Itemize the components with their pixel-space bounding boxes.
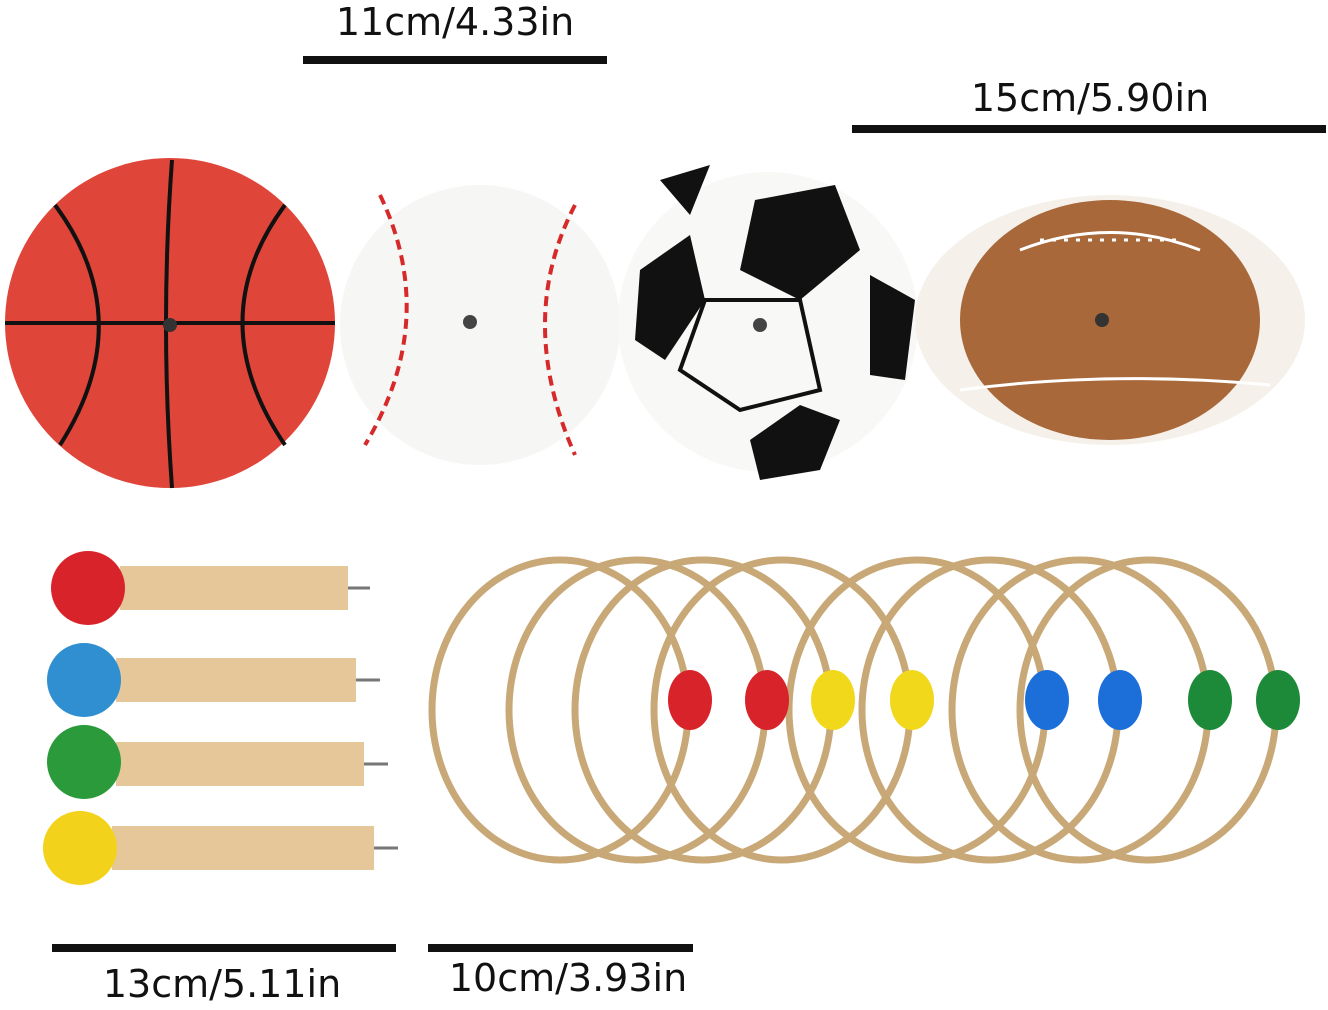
rope-rings (428, 556, 1300, 864)
rope-ring (428, 556, 692, 864)
ring-size-bar (428, 944, 693, 952)
peg-blue (47, 643, 380, 717)
football-disc (915, 195, 1305, 445)
disc-size-label: 11cm/4.33in (335, 0, 575, 44)
football-size-label: 15cm/5.90in (970, 76, 1210, 120)
football-size-bar (852, 125, 1326, 133)
basketball-disc (5, 158, 335, 489)
ring-bead (1188, 670, 1232, 730)
ring-bead (1098, 670, 1142, 730)
ring-bead (1025, 670, 1069, 730)
ring-bead (745, 670, 789, 730)
ring-bead (668, 670, 712, 730)
ring-bead (811, 670, 855, 730)
peg-green (47, 725, 388, 799)
peg-size-label: 13cm/5.11in (102, 962, 342, 1006)
ring-bead (1256, 670, 1300, 730)
ring-size-label: 10cm/3.93in (448, 956, 688, 1000)
disc-size-bar (303, 56, 607, 64)
soccer-disc (618, 165, 918, 480)
peg-red (51, 551, 370, 625)
peg-size-bar (52, 944, 396, 952)
baseball-disc (340, 185, 620, 465)
rope-ring (505, 556, 769, 864)
ring-bead (890, 670, 934, 730)
peg-stakes (43, 551, 398, 885)
peg-yellow (43, 811, 398, 885)
